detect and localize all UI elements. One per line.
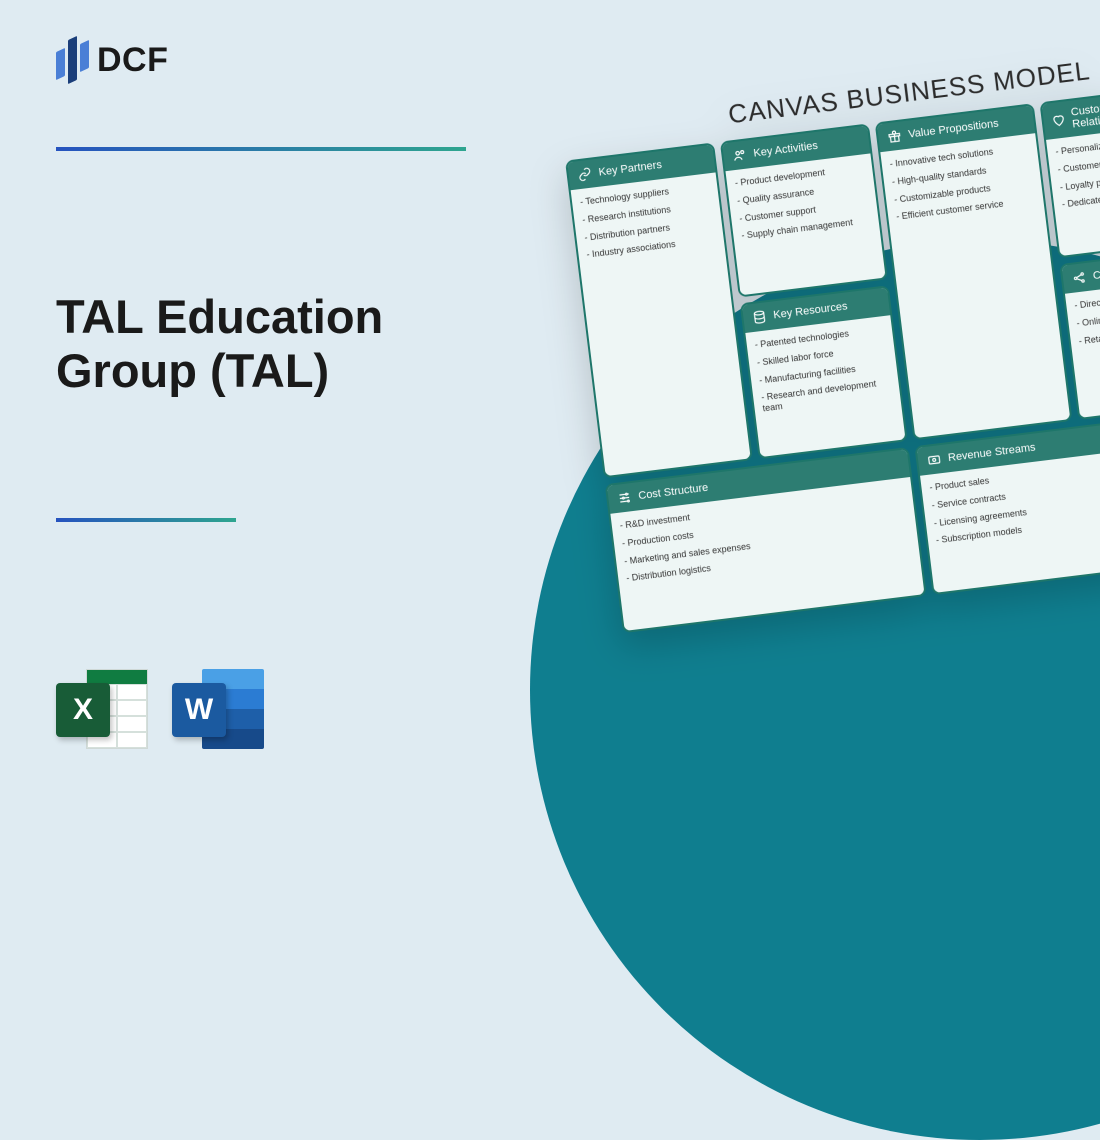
- sliders-icon: [616, 489, 634, 507]
- database-icon: [751, 308, 769, 326]
- excel-letter: X: [73, 693, 93, 727]
- word-icon: W: [172, 663, 264, 755]
- card-value-propositions: Value Propositions Innovative tech solut…: [875, 103, 1073, 440]
- list-item: Personalized service: [1055, 133, 1100, 157]
- card-list: Patented technologiesSkilled labor force…: [754, 324, 892, 414]
- card-header-label: Value Propositions: [908, 118, 1000, 141]
- card-header-label: Customer Relationships: [1070, 96, 1100, 131]
- page-title: TAL EducationGroup (TAL): [56, 290, 383, 398]
- word-letter: W: [185, 693, 213, 727]
- card-header-label: Cost Structure: [638, 482, 709, 502]
- logo-mark-icon: [56, 38, 89, 82]
- gift-icon: [886, 127, 904, 145]
- card-header-label: Revenue Streams: [947, 442, 1036, 465]
- card-key-resources: Key Resources Patented technologiesSkill…: [740, 285, 908, 459]
- excel-icon: X: [56, 663, 148, 755]
- card-list: Direct salesOnline platformsRetail partn…: [1074, 287, 1100, 346]
- share-icon: [1070, 269, 1088, 287]
- card-list: Product developmentQuality assuranceCust…: [734, 162, 871, 242]
- users-icon: [731, 146, 749, 164]
- card-list: Innovative tech solutionsHigh-quality st…: [889, 142, 1036, 223]
- page: DCF TAL EducationGroup (TAL) X W CANVAS …: [0, 0, 1100, 805]
- business-model-canvas: CANVAS BUSINESS MODEL Key Partners Techn…: [560, 35, 1100, 633]
- card-key-activities: Key Activities Product developmentQualit…: [720, 123, 888, 297]
- dollar-icon: [925, 451, 943, 469]
- card-list: Personalized serviceCustomer feedbackLoy…: [1055, 133, 1100, 210]
- divider-bottom: [56, 518, 236, 522]
- card-header-label: Key Activities: [753, 140, 819, 160]
- divider-top: [56, 147, 466, 151]
- heart-icon: [1051, 111, 1067, 129]
- card-header-label: Key Partners: [598, 159, 663, 179]
- card-header-label: Channels: [1092, 265, 1100, 283]
- brand-logo: DCF: [56, 38, 168, 82]
- card-key-partners: Key Partners Technology suppliersResearc…: [565, 142, 753, 478]
- card-header-label: Key Resources: [773, 300, 849, 321]
- link-icon: [576, 165, 594, 183]
- app-icons-row: X W: [56, 663, 264, 755]
- logo-text: DCF: [97, 41, 168, 80]
- card-list: Technology suppliersResearch institution…: [580, 181, 717, 261]
